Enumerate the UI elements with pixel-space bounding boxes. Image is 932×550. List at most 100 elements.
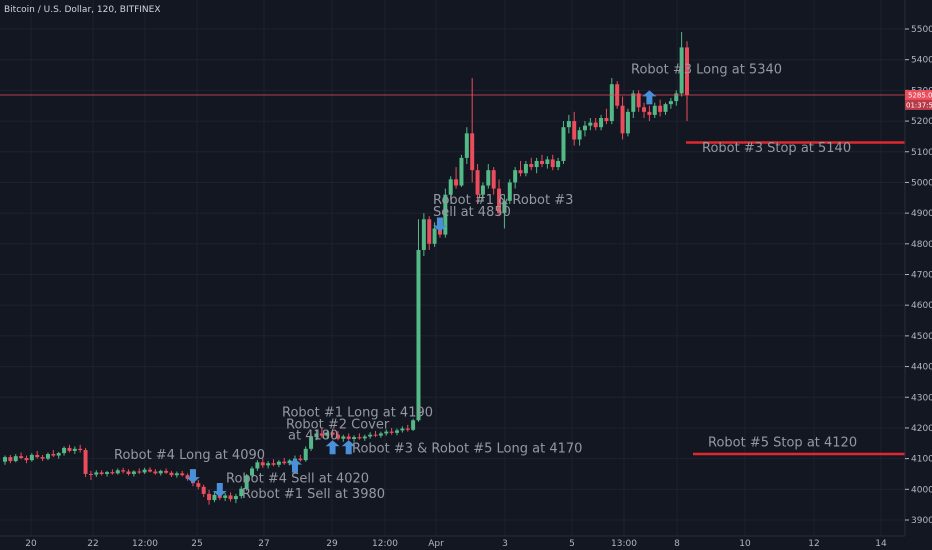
candle-body (405, 428, 410, 430)
candle-body (572, 121, 577, 140)
chart-annotation: Sell at 4850 (433, 205, 511, 220)
chart-annotation: Robot #1 & Robot #3 (433, 193, 573, 208)
candle-body (185, 475, 190, 479)
candle-body (105, 472, 110, 474)
time-axis-panel[interactable] (0, 536, 932, 550)
chart-annotation: at 4180 (288, 429, 338, 444)
candle-body (432, 228, 437, 244)
candle-body (556, 160, 561, 168)
price-tick-label: 4300.0 (911, 393, 932, 403)
candle-body (250, 468, 255, 476)
grid (0, 0, 905, 536)
current-price-label: 5285.0 (908, 91, 932, 99)
candle-body (588, 122, 593, 126)
candle-body (330, 432, 335, 435)
candle-body (384, 431, 389, 434)
time-tick-label: 25 (191, 539, 202, 549)
price-tick-label: 4900.0 (911, 209, 932, 219)
candle-body (497, 188, 502, 214)
candle-body (282, 461, 287, 464)
arrow-down-icon (432, 217, 447, 232)
candle-body (421, 219, 426, 250)
candle-body (609, 84, 614, 122)
candle-body (271, 463, 276, 465)
candle-body (78, 448, 83, 451)
price-tick-label: 5400.0 (911, 56, 932, 66)
candle-body (642, 107, 647, 112)
candle-body (625, 111, 630, 134)
candle-body (679, 47, 684, 94)
price-axis-panel[interactable] (905, 0, 932, 536)
candle-body (121, 470, 126, 472)
candle-body (577, 130, 582, 140)
candle-body (153, 471, 158, 474)
candle-body (56, 453, 61, 456)
candle-body (158, 470, 163, 474)
arrow-down-icon (185, 469, 200, 484)
price-tick-label: 4100.0 (911, 455, 932, 465)
candle-body (368, 434, 373, 437)
candle-body (529, 164, 534, 168)
time-tick-label: 20 (25, 539, 37, 549)
candle-body (8, 457, 13, 462)
arrow-down-icon (212, 482, 227, 497)
candle-body (255, 462, 260, 469)
candle-body (45, 454, 50, 459)
candle-body (604, 117, 609, 122)
arrow-up-icon (642, 90, 657, 105)
chart-annotation: Robot #4 Sell at 4020 (226, 472, 369, 487)
price-tick-label: 4500.0 (911, 332, 932, 342)
candle-body (668, 101, 673, 105)
candle-body (518, 170, 523, 174)
candle-body (314, 433, 319, 438)
candle-body (99, 472, 104, 474)
countdown-label: 01:37:54 (906, 101, 932, 109)
candle-body (631, 93, 636, 112)
price-tick-label: 5200.0 (911, 117, 932, 127)
candle-body (303, 448, 308, 461)
candle-body (448, 179, 453, 195)
candle-body (362, 436, 367, 439)
candle-body (674, 93, 679, 102)
candle-body (3, 457, 7, 462)
time-tick-label: 13:00 (611, 539, 637, 549)
candle-body (88, 473, 93, 475)
candle-body (475, 170, 480, 195)
candle-body (346, 436, 351, 439)
candle-body (126, 471, 131, 474)
candle-body (658, 105, 663, 112)
candle-body (83, 450, 88, 474)
candles (3, 32, 689, 505)
candle-body (373, 434, 378, 436)
candle-body (507, 182, 512, 201)
candle-body (201, 486, 206, 494)
price-tick-label: 4600.0 (911, 301, 932, 311)
arrow-up-icon (341, 440, 356, 455)
price-tick-label: 5000.0 (911, 178, 932, 188)
candle-body (663, 104, 668, 112)
candle-body (411, 420, 416, 430)
candle-body (233, 496, 238, 500)
candle-body (244, 475, 249, 489)
candle-body (341, 436, 346, 439)
arrow-up-icon (325, 440, 340, 455)
candle-body (174, 473, 179, 476)
time-tick-label: 14 (875, 539, 887, 549)
time-tick-label: Apr (428, 539, 444, 549)
candle-body (416, 249, 421, 421)
chart-annotation: Robot #1 Long at 4190 (282, 405, 433, 420)
arrow-up-icon (287, 458, 302, 473)
candle-body (147, 469, 152, 472)
candle-body (115, 470, 120, 474)
chart-annotation: Robot #4 Long at 4090 (114, 448, 265, 463)
candle-body (35, 454, 40, 458)
candle-body (51, 454, 56, 456)
chart-annotation: Robot #2 Cover (286, 418, 390, 433)
candle-body (29, 454, 34, 461)
time-tick-label: 12:00 (132, 539, 158, 549)
candle-body (620, 105, 625, 134)
candle-body (223, 495, 228, 498)
chart-title: Bitcoin / U.S. Dollar, 120, BITFINEX (4, 5, 161, 15)
price-tick-label: 5100.0 (911, 148, 932, 158)
